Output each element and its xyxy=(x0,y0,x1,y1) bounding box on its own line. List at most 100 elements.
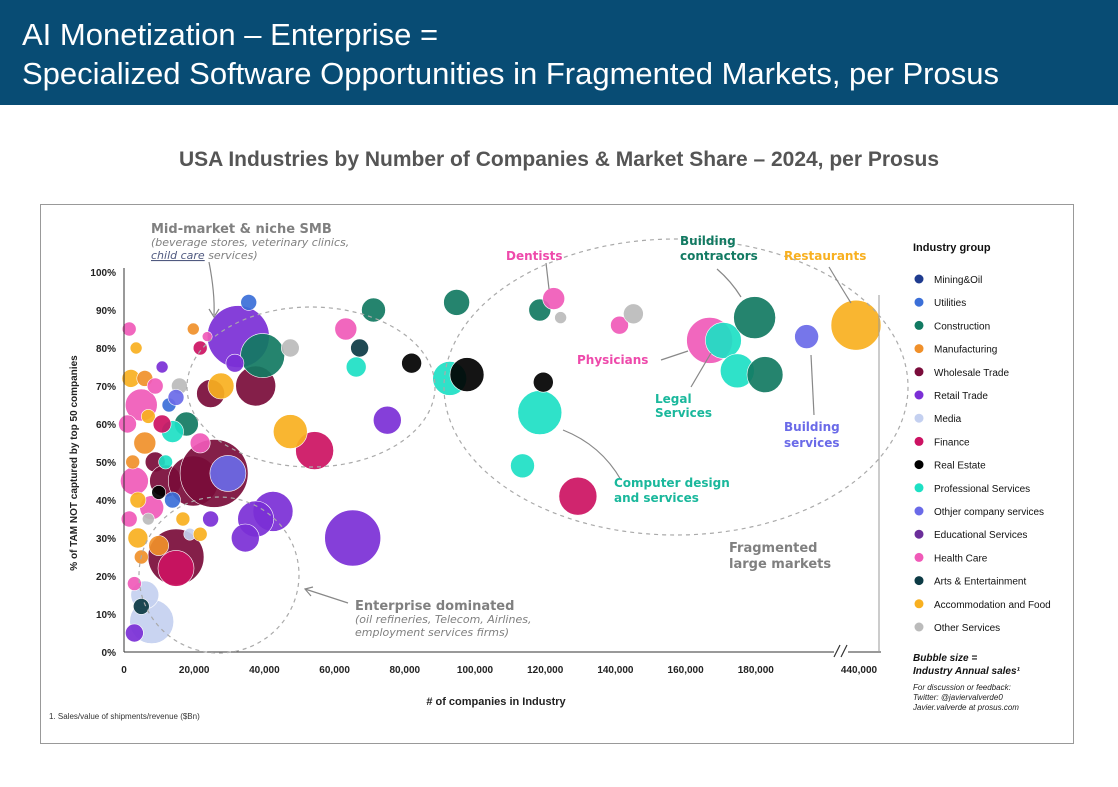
bubble-57 xyxy=(746,356,784,393)
x-tick-label-0: 0 xyxy=(121,665,127,676)
legend-item-12: Health Care xyxy=(934,553,988,564)
feedback-line2: Twitter: @javiervalverde0 xyxy=(913,693,1003,702)
arrow-building-services xyxy=(810,354,815,416)
mid-market-desc1: (beverage stores, veterinary clinics, xyxy=(151,236,349,249)
building-contractors-label2: contractors xyxy=(680,249,758,263)
fragmented-label1: Fragmented xyxy=(729,541,818,556)
bubble-60 xyxy=(121,321,137,337)
enterprise-label: Enterprise dominated xyxy=(355,599,514,614)
bubble-83 xyxy=(192,526,208,542)
arrow-physicians xyxy=(660,350,689,361)
bubble-13 xyxy=(240,333,285,378)
bubble-43 xyxy=(449,357,485,392)
bubble-24 xyxy=(148,535,169,556)
arrow-dentists xyxy=(545,262,550,290)
legend-item-2: Construction xyxy=(934,321,990,332)
axes-layer: 0% 10% 20% 30% 40% 50% 60% 70% 80% 90% 100% 0 20,000… xyxy=(90,268,881,676)
feedback-line3: Javier.valverde at prosus.com xyxy=(912,703,1019,712)
legal-label1: Legal xyxy=(655,392,692,406)
footnote: 1. Sales/value of shipments/revenue ($Bn… xyxy=(49,712,200,721)
child-care-link[interactable]: child care xyxy=(151,249,205,262)
bubble-29 xyxy=(189,432,211,454)
notes: Bubble size = Industry Annual sales¹ For… xyxy=(49,653,1021,721)
bubble-34 xyxy=(281,338,300,358)
legend-item-13: Arts & Entertainment xyxy=(934,577,1026,588)
bubble-35 xyxy=(334,317,358,341)
slide-title-line2: Specialized Software Opportunities in Fr… xyxy=(22,56,999,91)
arrow-legal xyxy=(690,352,712,388)
x-tick-label-1: 20,000 xyxy=(179,665,210,676)
bubble-77 xyxy=(151,485,166,500)
bubble-layer xyxy=(118,287,882,644)
mid-market-desc2: child care services) xyxy=(151,249,258,262)
arrow-mid-market-head xyxy=(208,308,220,319)
bubble-85 xyxy=(152,414,172,434)
legend-swatch-8 xyxy=(914,460,924,470)
bubble-58 xyxy=(794,324,819,349)
bubble-84 xyxy=(202,510,219,528)
bubble-18 xyxy=(324,509,382,567)
bubble-size-note2: Industry Annual sales¹ xyxy=(913,666,1021,677)
bubble-52 xyxy=(623,303,644,325)
legend-item-5: Retail Trade xyxy=(934,391,988,402)
x-tick-label-8: 160,000 xyxy=(668,665,705,676)
legend-swatch-4 xyxy=(914,367,924,377)
bubble-46 xyxy=(532,371,554,393)
legend-item-3: Manufacturing xyxy=(934,345,997,356)
bubble-61 xyxy=(129,341,143,355)
building-services-label1: Building xyxy=(784,420,840,434)
arrow-mid-market xyxy=(208,261,215,316)
bubble-48 xyxy=(542,287,566,310)
legal-label2: Services xyxy=(655,406,712,420)
legend-swatch-2 xyxy=(914,320,924,330)
bubble-63 xyxy=(125,454,140,470)
legend-swatch-12 xyxy=(914,552,924,562)
x-tick-label-3: 60,000 xyxy=(319,665,350,676)
x-tick-label-4: 80,000 xyxy=(390,665,421,676)
legend-item-6: Media xyxy=(934,414,962,425)
x-tick-label-10: 440,000 xyxy=(841,665,878,676)
annotation-arrows xyxy=(208,261,852,604)
legend-item-0: Mining&Oil xyxy=(934,275,982,286)
fragmented-ellipse xyxy=(443,238,909,536)
bubble-16 xyxy=(231,523,260,553)
y-tick-label-7: 70% xyxy=(96,382,116,393)
bubble-31 xyxy=(207,372,235,400)
computer-label1: Computer design xyxy=(614,476,730,490)
bubble-76 xyxy=(164,491,181,509)
legend-item-15: Other Services xyxy=(934,623,1000,634)
restaurants-label: Restaurants xyxy=(784,249,866,263)
bubble-36 xyxy=(345,356,367,378)
y-tick-label-4: 40% xyxy=(96,496,116,507)
x-tick-label-9: 180,000 xyxy=(738,665,775,676)
physicians-label: Physicians xyxy=(577,353,648,367)
y-tick-label-5: 50% xyxy=(96,458,116,469)
legend-swatch-7 xyxy=(914,436,924,446)
enterprise-desc1: (oil refineries, Telecom, Airlines, xyxy=(355,613,531,626)
legend-item-9: Professional Services xyxy=(934,484,1030,495)
arrow-enterprise xyxy=(304,588,349,604)
bubble-1 xyxy=(120,466,149,496)
legend-item-4: Wholesale Trade xyxy=(934,368,1009,379)
chart-frame: 0% 10% 20% 30% 40% 50% 60% 70% 80% 90% 100% 0 20,000… xyxy=(40,204,1074,744)
slide-title-line1: AI Monetization – Enterprise = xyxy=(22,17,439,52)
axis-break-marker xyxy=(833,644,848,658)
legend-swatch-11 xyxy=(914,529,924,539)
y-tick-label-1: 10% xyxy=(96,610,116,621)
legend-swatch-13 xyxy=(914,576,924,586)
legend-item-14: Accommodation and Food xyxy=(934,600,1051,611)
bubble-74 xyxy=(201,331,213,342)
bubble-78 xyxy=(142,512,155,526)
y-tick-label-10: 100% xyxy=(90,268,116,279)
bubble-86 xyxy=(167,389,185,406)
bubble-chart: 0% 10% 20% 30% 40% 50% 60% 70% 80% 90% 100% 0 20,000… xyxy=(49,222,1051,721)
bubble-80 xyxy=(127,576,142,591)
legend-swatch-5 xyxy=(914,390,924,400)
bubble-59 xyxy=(830,299,882,351)
mid-market-label: Mid-market & niche SMB xyxy=(151,222,332,237)
bubble-51 xyxy=(610,315,629,335)
bubble-3 xyxy=(127,527,149,549)
arrow-enterprise-head xyxy=(303,586,314,597)
y-tick-label-0: 0% xyxy=(102,648,117,659)
computer-label2: and services xyxy=(614,491,699,505)
